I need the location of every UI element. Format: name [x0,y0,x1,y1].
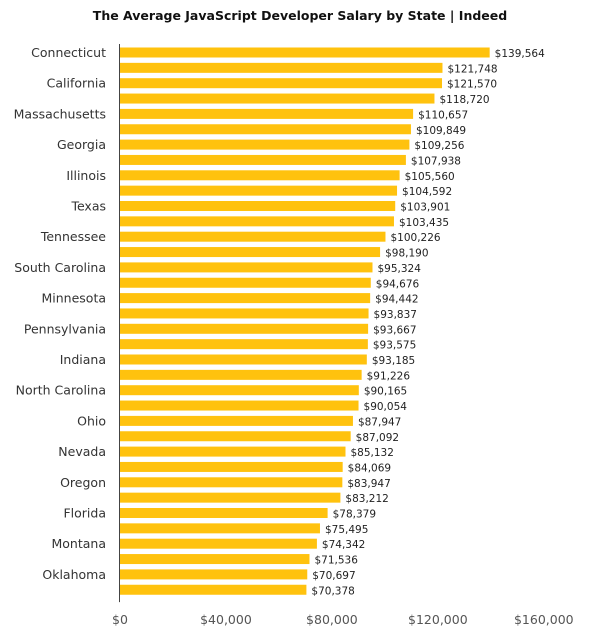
bar [120,47,490,58]
value-label: $84,069 [348,462,391,474]
category-label: Oklahoma [42,567,106,582]
category-label: Illinois [66,168,106,183]
bar [120,216,394,227]
category-label: Indiana [60,352,106,367]
value-label: $103,901 [400,202,450,214]
bar [120,62,443,73]
value-label: $121,748 [447,63,497,75]
value-label: $100,226 [390,232,440,244]
bar [120,385,359,396]
bar [120,461,343,472]
bar [120,231,386,242]
category-label: Connecticut [31,45,106,60]
bar [120,354,367,365]
category-label: Florida [63,506,106,521]
bar [120,569,308,580]
bar [120,323,369,334]
category-label: Nevada [58,444,106,459]
value-label: $110,657 [418,109,468,121]
category-label: Georgia [57,137,106,152]
x-tick-label: $40,000 [200,612,252,627]
bar [120,554,310,565]
value-label: $109,849 [416,125,466,137]
bar [120,400,359,411]
bar [120,415,353,426]
bar [120,477,343,488]
value-label: $78,379 [333,509,376,521]
value-label: $70,697 [312,570,355,582]
bar [120,431,351,442]
value-label: $70,378 [311,585,354,597]
x-tick-label: $160,000 [514,612,574,627]
category-label: California [47,76,106,91]
value-label: $83,212 [345,493,388,505]
value-label: $87,947 [358,416,401,428]
category-label: Ohio [77,413,106,428]
bar [120,446,346,457]
value-label: $104,592 [402,186,452,198]
value-label: $105,560 [405,171,455,183]
chart-title: The Average JavaScript Developer Salary … [92,8,508,23]
value-label: $109,256 [414,140,464,152]
bar [120,293,371,304]
value-label: $75,495 [325,524,368,536]
category-label: Tennessee [40,229,106,244]
bar [120,308,369,319]
category-label: South Carolina [14,260,106,275]
value-label: $103,435 [399,217,449,229]
bar [120,201,396,211]
category-label: Massachusetts [14,106,106,121]
bar [120,508,328,518]
value-label: $98,190 [385,248,428,260]
value-label: $93,575 [373,340,416,352]
value-label: $83,947 [347,478,390,490]
value-label: $93,837 [374,309,417,321]
value-label: $87,092 [356,432,399,444]
bar [120,584,307,595]
bar [120,262,373,273]
category-label: Oregon [60,475,106,490]
bar [120,339,368,350]
value-label: $90,054 [364,401,408,413]
category-label: Minnesota [41,291,106,306]
value-label: $121,570 [447,79,497,91]
bar [120,154,406,165]
value-label: $95,324 [377,263,421,275]
value-label: $107,938 [411,155,461,167]
value-label: $93,667 [373,324,416,336]
bar [120,277,371,288]
bar [120,93,435,104]
bar [120,139,410,150]
value-label: $94,442 [375,294,418,306]
category-label: Pennsylvania [24,321,106,336]
bar [120,538,317,549]
bar [120,492,341,503]
bar [120,170,400,181]
value-label: $85,132 [350,447,393,459]
value-label: $91,226 [367,370,411,382]
category-label: Montana [52,536,107,551]
x-tick-label: $0 [112,612,128,627]
bar [120,369,362,380]
x-tick-label: $120,000 [408,612,468,627]
value-label: $118,720 [439,94,489,106]
value-label: $74,342 [322,539,365,551]
bar [120,78,443,89]
bar [120,124,411,135]
value-label: $90,165 [364,386,407,398]
bar [120,523,320,534]
value-label: $93,185 [372,355,415,367]
category-label: Texas [70,199,106,214]
value-label: $94,676 [376,278,420,290]
bar [120,185,398,196]
bar [120,247,381,258]
value-label: $71,536 [314,555,358,567]
bar [120,108,414,119]
x-tick-label: $80,000 [306,612,358,627]
category-label: North Carolina [16,383,106,398]
value-label: $139,564 [495,48,545,60]
